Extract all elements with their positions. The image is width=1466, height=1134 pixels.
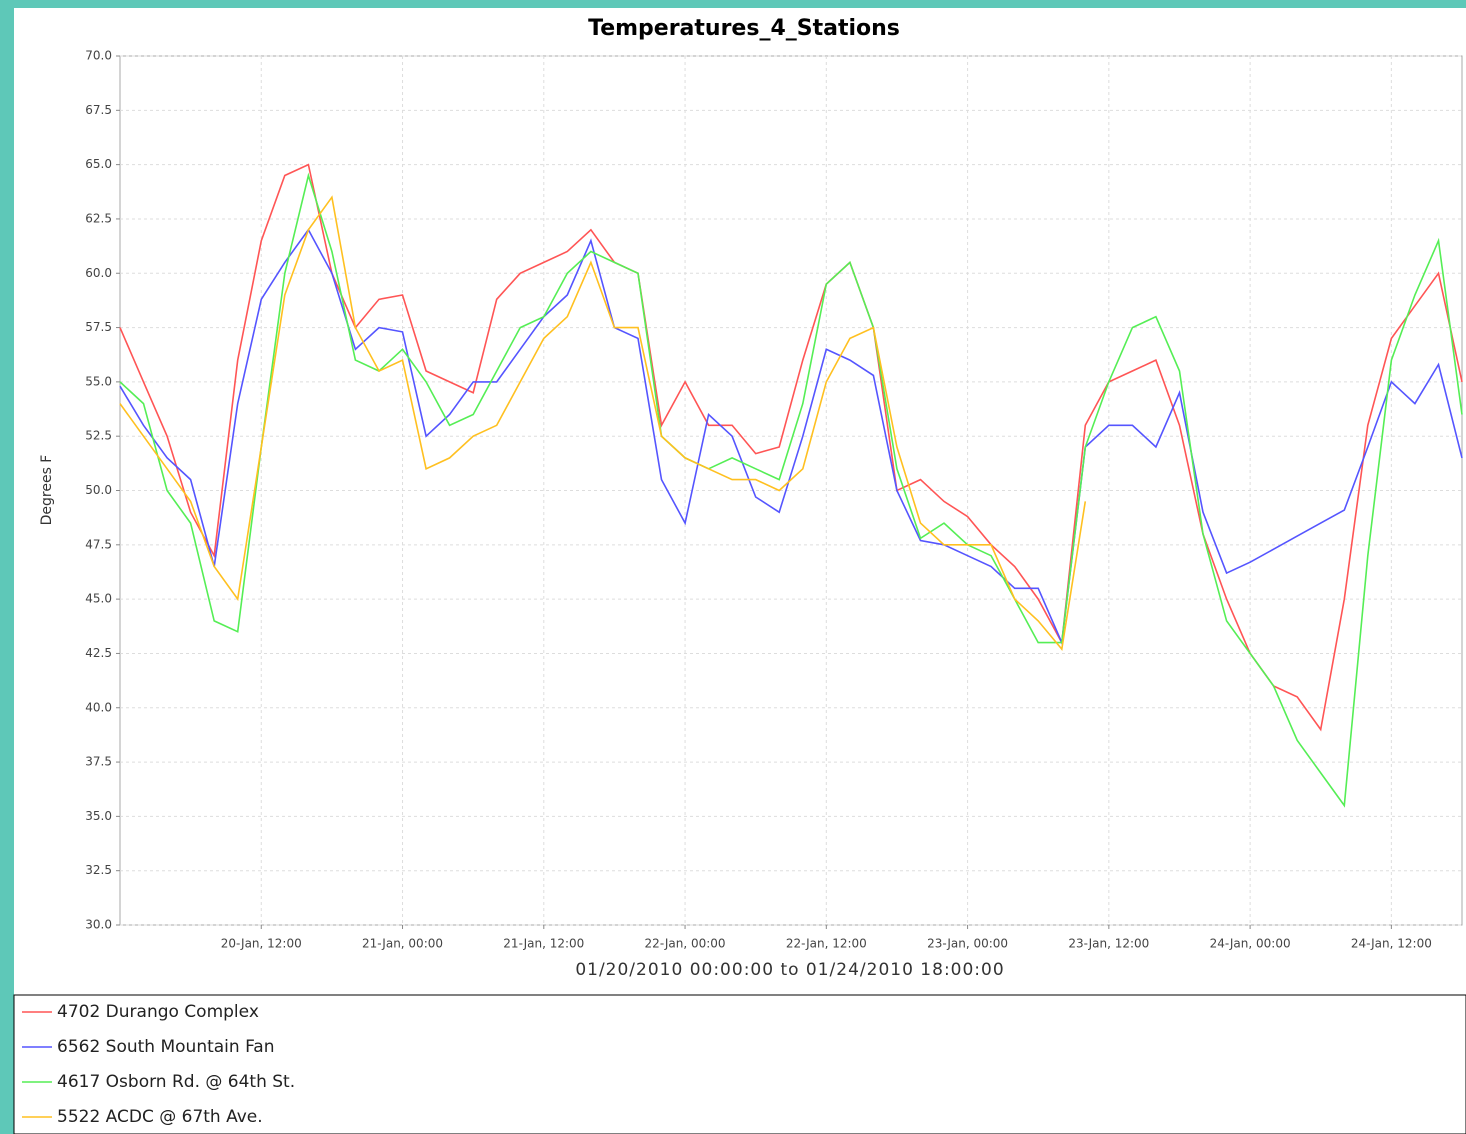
- x-tick-label: 21-Jan, 00:00: [362, 937, 443, 951]
- legend-label: 4702 Durango Complex: [57, 1002, 259, 1022]
- legend-label: 6562 South Mountain Fan: [57, 1037, 275, 1057]
- chart-title: Temperatures_4_Stations: [588, 16, 900, 41]
- series-line: [119, 172, 1463, 808]
- y-tick-label: 32.5: [85, 863, 112, 877]
- x-tick-label: 23-Jan, 00:00: [927, 937, 1008, 951]
- y-tick-label: 30.0: [85, 918, 112, 932]
- x-tick-label: 22-Jan, 00:00: [645, 937, 726, 951]
- y-tick-label: 62.5: [85, 211, 112, 225]
- y-tick-label: 47.5: [85, 537, 112, 551]
- x-tick-label: 20-Jan, 12:00: [221, 937, 302, 951]
- series-line: [119, 195, 1087, 651]
- y-tick-label: 67.5: [85, 103, 112, 117]
- y-axis-title: Degrees F: [39, 455, 55, 526]
- y-tick-label: 35.0: [85, 809, 112, 823]
- y-tick-label: 45.0: [85, 592, 112, 606]
- x-tick-label: 24-Jan, 12:00: [1351, 937, 1432, 951]
- y-tick-label: 42.5: [85, 646, 112, 660]
- x-axis-title: 01/20/2010 00:00:00 to 01/24/2010 18:00:…: [575, 960, 1004, 980]
- x-tick-label: 21-Jan, 12:00: [503, 937, 584, 951]
- y-tick-label: 37.5: [85, 755, 112, 769]
- y-tick-label: 57.5: [85, 320, 112, 334]
- series-line: [119, 228, 1463, 646]
- y-tick-label: 55.0: [85, 374, 112, 388]
- y-tick-label: 52.5: [85, 429, 112, 443]
- legend-label: 5522 ACDC @ 67th Ave.: [57, 1107, 263, 1127]
- y-tick-label: 60.0: [85, 266, 112, 280]
- y-tick-label: 50.0: [85, 483, 112, 497]
- x-tick-label: 23-Jan, 12:00: [1068, 937, 1149, 951]
- y-tick-label: 40.0: [85, 700, 112, 714]
- series-line: [119, 163, 1463, 732]
- y-tick-label: 65.0: [85, 157, 112, 171]
- legend-label: 4617 Osborn Rd. @ 64th St.: [57, 1072, 295, 1092]
- legend-box: [13, 994, 1466, 1134]
- x-tick-label: 24-Jan, 00:00: [1210, 937, 1291, 951]
- x-tick-label: 22-Jan, 12:00: [786, 937, 867, 951]
- y-tick-label: 70.0: [85, 49, 112, 63]
